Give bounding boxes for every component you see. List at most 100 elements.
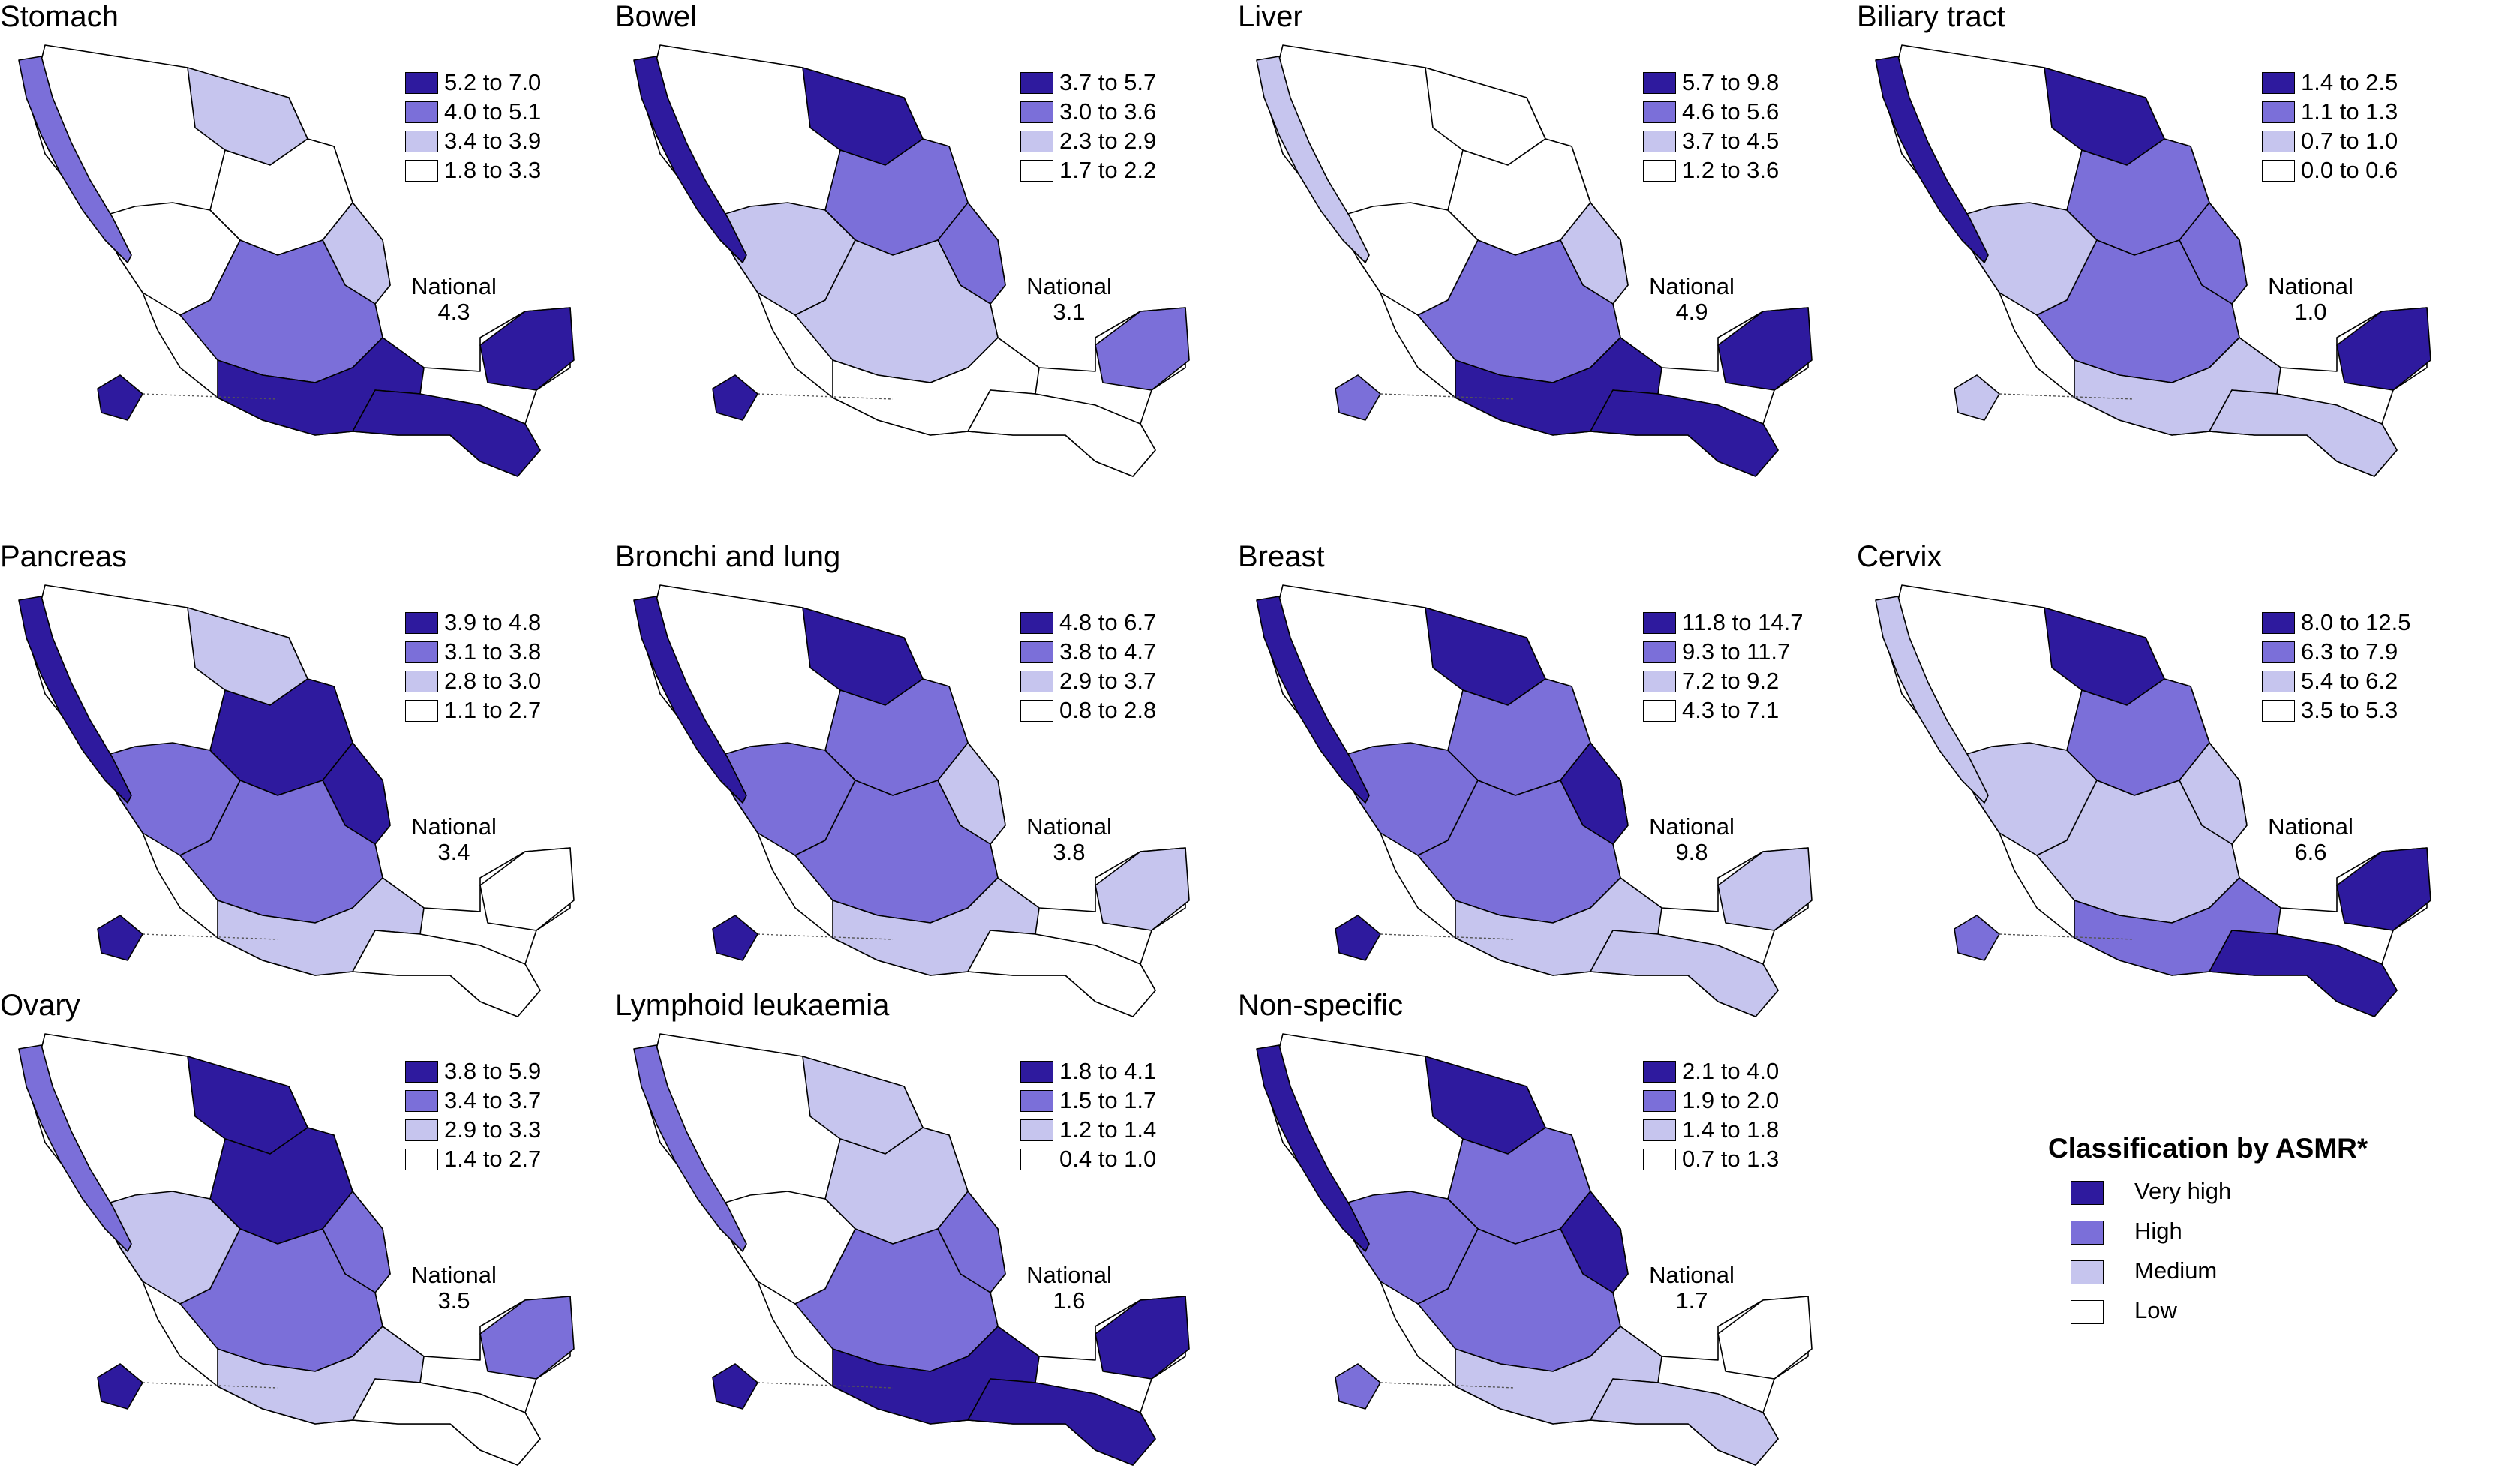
legend-range-text: 3.4 to 3.7 (444, 1087, 542, 1113)
panel-title: Lymphoid leukaemia (615, 989, 890, 1022)
legend-range-text: 4.6 to 5.6 (1682, 98, 1780, 125)
state-region (2209, 930, 2398, 1017)
legend-range-text: 5.2 to 7.0 (444, 69, 542, 95)
inset-connector-line (757, 933, 894, 940)
legend-swatch (1643, 1149, 1676, 1170)
inset-region (97, 374, 143, 421)
legend-swatch (2262, 131, 2295, 152)
inset-region (712, 374, 758, 421)
inset-region (712, 915, 758, 961)
mexico-map (18, 584, 575, 1017)
map-panel: Bronchi and lung 4.8 to 6.7 3.8 to 4.7 2.9 … (615, 540, 1245, 1017)
very-high-swatch (2071, 1181, 2104, 1205)
legend-range-text: 1.9 to 2.0 (1682, 1087, 1780, 1113)
inset-connector-line (757, 1382, 894, 1389)
state-region (1717, 307, 1813, 391)
state-region (2336, 307, 2431, 391)
legend-swatch (1020, 101, 1053, 123)
state-region (1590, 389, 1779, 477)
legend-range-text: 3.0 to 3.6 (1059, 98, 1157, 125)
legend-swatch (1020, 1061, 1053, 1083)
inset-region (1954, 915, 2000, 961)
legend-swatch (1020, 1090, 1053, 1112)
national-label: National (411, 813, 497, 840)
mexico-map (633, 44, 1190, 477)
classification-legend: Classification by ASMR* Very high High M… (2048, 1133, 2368, 1335)
state-region (1590, 930, 1779, 1017)
national-value: 6.6 (2294, 839, 2327, 865)
inset-connector-line (757, 393, 894, 400)
panel-title: Stomach (0, 0, 119, 33)
legend-swatch (405, 671, 438, 692)
very-high-label: Very high (2134, 1178, 2232, 1204)
map-panel: Pancreas 3.9 to 4.8 3.1 to 3.8 2.8 to 3.0 1.… (0, 540, 630, 1017)
baja-california-region (633, 56, 747, 263)
legend-swatch (1643, 641, 1676, 663)
mexico-map (1256, 1033, 1813, 1466)
inset-connector-line (1380, 1382, 1516, 1389)
national-rate: National 1.0 (2236, 274, 2386, 325)
baja-california-region (1256, 1044, 1370, 1252)
legend-range-text: 1.8 to 4.1 (1059, 1058, 1157, 1084)
national-rate: National 4.3 (379, 274, 529, 325)
mexico-map (18, 44, 575, 477)
state-region (352, 930, 541, 1017)
inset-region (712, 1363, 758, 1410)
legend-range-text: 2.9 to 3.7 (1059, 668, 1157, 694)
national-label: National (2268, 273, 2353, 299)
map-panel: Cervix 8.0 to 12.5 6.3 to 7.9 5.4 to 6.2 3.5… (1857, 540, 2487, 1017)
legend-range-text: 3.5 to 5.3 (2301, 697, 2398, 723)
national-value: 1.6 (1053, 1287, 1086, 1314)
national-value: 3.8 (1053, 839, 1086, 865)
state-region (479, 1296, 575, 1380)
legend-range-text: 1.4 to 2.5 (2301, 69, 2398, 95)
low-label: Low (2134, 1297, 2177, 1323)
state-region (1095, 307, 1190, 391)
inset-connector-line (1380, 393, 1516, 400)
national-value: 3.5 (437, 1287, 470, 1314)
map-panel: Non-specific 2.1 to 4.0 1.9 to 2.0 1.4 to 1… (1238, 989, 1868, 1466)
map-panel: Biliary tract 1.4 to 2.5 1.1 to 1.3 0.7 to … (1857, 0, 2487, 477)
legend-swatch (2262, 671, 2295, 692)
map-panel: Stomach 5.2 to 7.0 4.0 to 5.1 3.4 to 3.9 1.8… (0, 0, 630, 477)
state-region (967, 389, 1156, 477)
legend-range-text: 3.8 to 4.7 (1059, 638, 1157, 665)
map-panel: Liver 5.7 to 9.8 4.6 to 5.6 3.7 to 4.5 1.2 t… (1238, 0, 1868, 477)
legend-range-text: 1.7 to 2.2 (1059, 157, 1157, 183)
legend-swatch (1020, 641, 1053, 663)
state-region (479, 307, 575, 391)
panel-title: Non-specific (1238, 989, 1404, 1022)
inset-region (1335, 915, 1381, 961)
legend-swatch (405, 1090, 438, 1112)
legend-range-text: 6.3 to 7.9 (2301, 638, 2398, 665)
mexico-map (633, 1033, 1190, 1466)
legend-swatch (405, 641, 438, 663)
legend-range-text: 1.2 to 1.4 (1059, 1116, 1157, 1143)
inset-region (97, 1363, 143, 1410)
legend-swatch (1020, 72, 1053, 94)
legend-range-text: 0.7 to 1.0 (2301, 128, 2398, 154)
national-rate: National 1.7 (1617, 1263, 1767, 1314)
legend-range-text: 0.7 to 1.3 (1682, 1146, 1780, 1172)
national-label: National (1649, 273, 1735, 299)
baja-california-region (633, 596, 747, 804)
mexico-map (1875, 584, 2431, 1017)
state-region (2209, 389, 2398, 477)
legend-range-text: 11.8 to 14.7 (1682, 609, 1804, 635)
national-value: 4.3 (437, 299, 470, 325)
legend-swatch (2262, 160, 2295, 182)
national-label: National (411, 273, 497, 299)
map-panel: Breast 11.8 to 14.7 9.3 to 11.7 7.2 to 9.2 4… (1238, 540, 1868, 1017)
legend-swatch (1020, 700, 1053, 722)
high-swatch (2071, 1221, 2104, 1245)
mexico-map (1256, 44, 1813, 477)
panel-title: Bronchi and lung (615, 540, 841, 573)
panel-title: Ovary (0, 989, 80, 1022)
legend-range-text: 1.5 to 1.7 (1059, 1087, 1157, 1113)
legend-swatch (1020, 1149, 1053, 1170)
legend-range-text: 1.8 to 3.3 (444, 157, 542, 183)
legend-range-text: 9.3 to 11.7 (1682, 638, 1791, 665)
legend-range-text: 3.1 to 3.8 (444, 638, 542, 665)
baja-california-region (1256, 56, 1370, 263)
inset-region (1335, 374, 1381, 421)
